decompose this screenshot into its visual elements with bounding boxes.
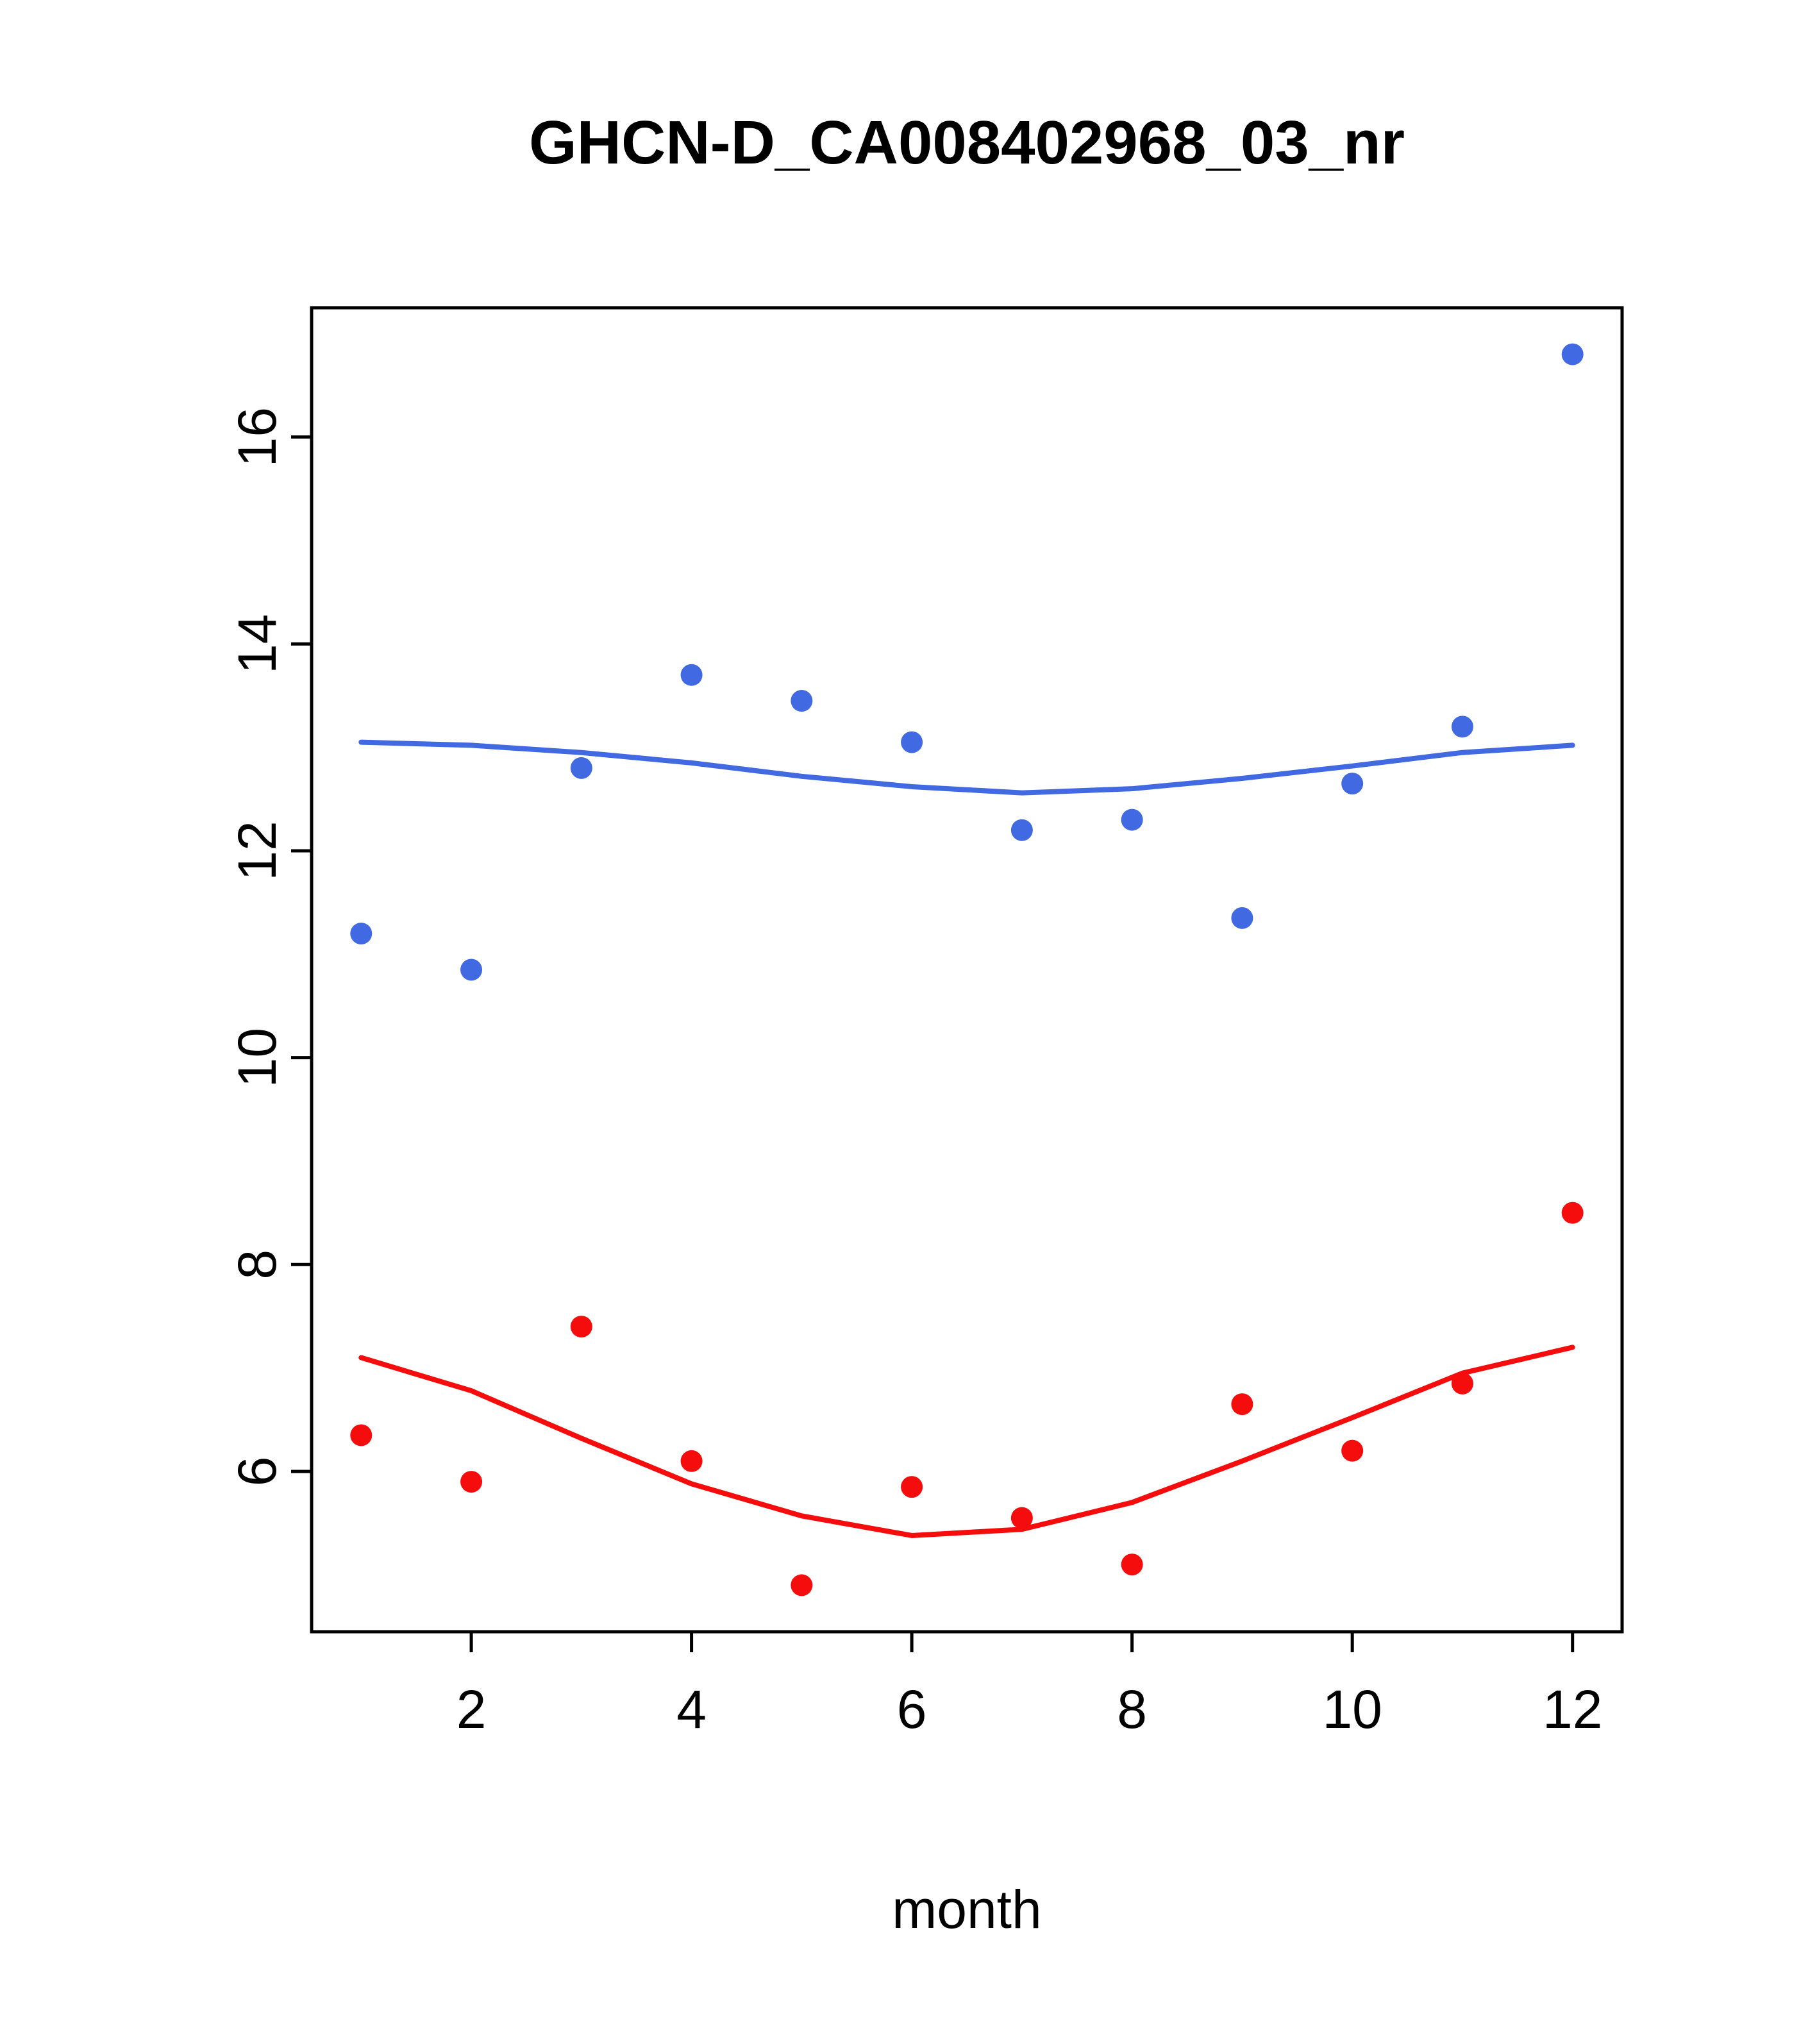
blue-point [1451,716,1473,738]
blue-point [1561,343,1584,365]
blue-point [901,731,923,753]
blue-point [680,664,703,686]
blue-point [1121,808,1143,831]
blue-point [460,959,483,981]
blue-smooth-line [358,739,1575,796]
red-point [1341,1439,1364,1462]
x-tick-label: 4 [676,1679,707,1739]
blue-point [791,690,813,712]
blue-point [1341,773,1364,795]
x-tick-label: 2 [456,1679,487,1739]
red-point [1561,1202,1584,1224]
x-tick-label: 8 [1117,1679,1147,1739]
y-tick-label: 12 [227,821,287,880]
blue-point [570,757,592,779]
x-tick-label: 12 [1543,1679,1602,1739]
red-point [350,1424,373,1446]
x-tick-label: 10 [1322,1679,1382,1739]
red-smooth-line [358,1345,1575,1538]
x-axis-label: month [892,1879,1042,1939]
y-tick-label: 6 [227,1457,287,1487]
red-point [1010,1507,1033,1529]
red-point [460,1471,483,1493]
red-point [680,1450,703,1472]
red-point [791,1574,813,1596]
y-tick-label: 10 [227,1028,287,1087]
y-tick-label: 14 [227,614,287,674]
plot-box [310,306,1624,1634]
chart-title: GHCN-D_CA008402968_03_nr [528,108,1405,177]
blue-point [1231,907,1253,929]
x-tick-label: 6 [897,1679,927,1739]
red-point [901,1476,923,1498]
y-tick-label: 16 [227,407,287,467]
red-point [1121,1554,1143,1576]
y-tick-label: 8 [227,1250,287,1280]
blue-point [1010,819,1033,841]
red-point [570,1316,592,1338]
blue-point [350,923,373,945]
red-point [1231,1393,1253,1416]
